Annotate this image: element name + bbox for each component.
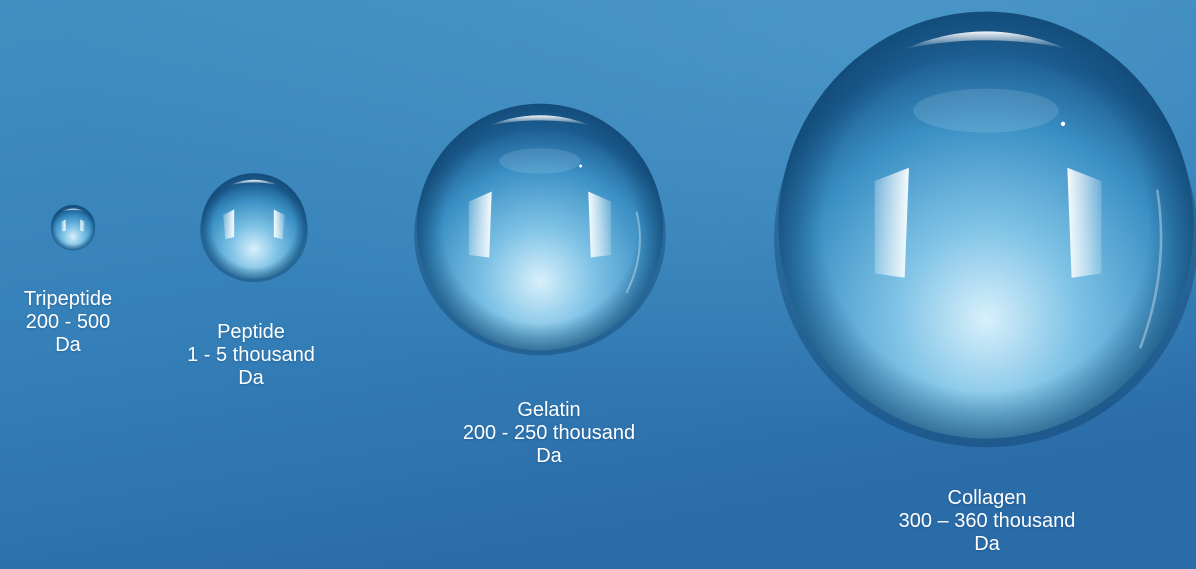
gelatin-label: Gelatin 200 - 250 thousand Da (463, 399, 635, 468)
tripeptide-range: 200 - 500 (25, 311, 111, 333)
peptide-label: Peptide 1 - 5 thousand Da (187, 321, 315, 390)
peptide-range: 1 - 5 thousand (187, 344, 315, 366)
collagen-name: Collagen (947, 487, 1027, 509)
collagen-range: 300 – 360 thousand (898, 510, 1076, 532)
gelatin-unit: Da (536, 445, 562, 467)
peptide-unit: Da (238, 367, 264, 389)
peptide-name: Peptide (217, 321, 285, 343)
gelatin-droplet (413, 100, 667, 356)
collagen-label: Collagen 300 – 360 thousand Da (899, 487, 1076, 556)
tripeptide-label: Tripeptide 200 - 500 Da (24, 288, 112, 357)
tripeptide-droplet (50, 204, 96, 251)
gelatin-name: Gelatin (517, 399, 581, 421)
collagen-unit: Da (974, 533, 1000, 555)
tripeptide-unit: Da (55, 334, 81, 356)
collagen-droplet (772, 5, 1196, 448)
peptide-droplet (199, 171, 309, 283)
gelatin-range: 200 - 250 thousand (462, 422, 636, 444)
tripeptide-name: Tripeptide (23, 288, 113, 310)
